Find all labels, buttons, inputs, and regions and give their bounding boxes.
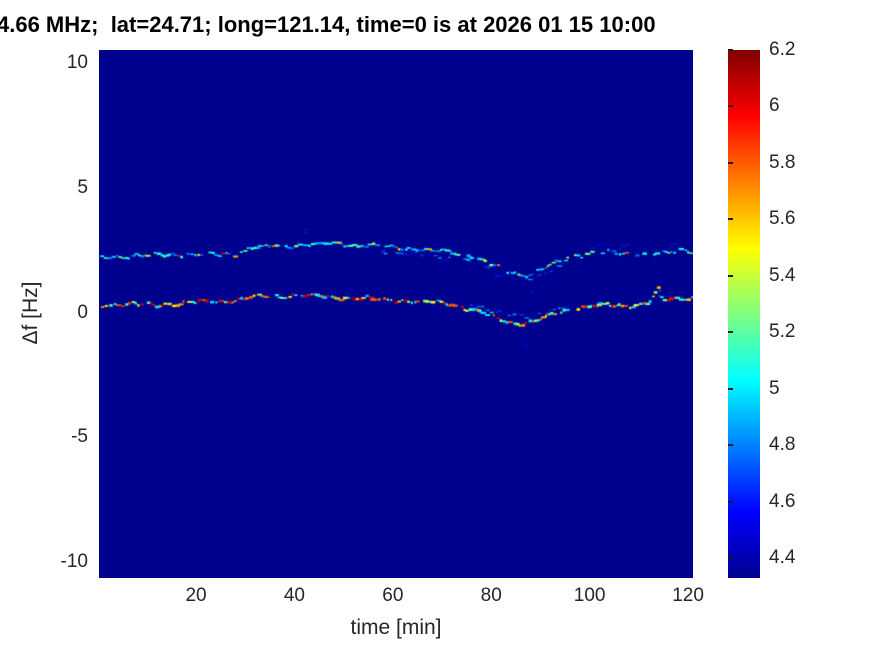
x-tick-label: 40	[283, 585, 305, 606]
colorbar-tick-mark	[728, 444, 733, 447]
spectrogram-heatmap-canvas	[99, 50, 693, 578]
colorbar-tick-mark	[728, 557, 733, 560]
colorbar-tick-label: 4.4	[769, 547, 796, 569]
plot-title: 4.66 MHz; lat=24.71; long=121.14, time=0…	[0, 12, 656, 37]
y-tick-label: 0	[77, 301, 88, 323]
colorbar-tick-label: 5.8	[769, 151, 796, 173]
colorbar-gradient	[728, 50, 760, 578]
y-tick-label: -5	[71, 426, 88, 448]
colorbar-tick-label: 4.6	[769, 490, 796, 512]
colorbar-tick-label: 5.2	[769, 321, 796, 343]
x-tick-label: 120	[672, 585, 704, 606]
colorbar-tick-mark	[728, 331, 733, 334]
colorbar-tick-mark	[728, 105, 733, 108]
x-tick-label: 20	[185, 585, 207, 606]
colorbar-tick-label: 6.2	[769, 39, 796, 60]
colorbar-tick-label: 5.4	[769, 264, 796, 286]
y-tick-label: -10	[60, 551, 88, 573]
colorbar-tick-label: 4.8	[769, 434, 796, 456]
colorbar-tick-mark	[728, 161, 733, 164]
x-tick-label: 60	[382, 585, 404, 606]
y-tick-label: 5	[77, 176, 88, 198]
y-tick-label: 10	[66, 51, 88, 73]
colorbar-tick-label: 5.6	[769, 208, 796, 230]
colorbar-tick-mark	[728, 218, 733, 221]
colorbar-tick-mark	[728, 49, 733, 51]
colorbar-tick-mark	[728, 387, 733, 390]
colorbar-tick-mark	[728, 500, 733, 503]
x-tick-label: 80	[480, 585, 502, 606]
x-axis-label: time [min]	[350, 616, 442, 639]
colorbar-tick-mark	[728, 274, 733, 277]
x-tick-label: 100	[573, 585, 606, 606]
colorbar-tick-label: 5	[769, 377, 780, 399]
colorbar-tick-label: 6	[769, 95, 780, 117]
